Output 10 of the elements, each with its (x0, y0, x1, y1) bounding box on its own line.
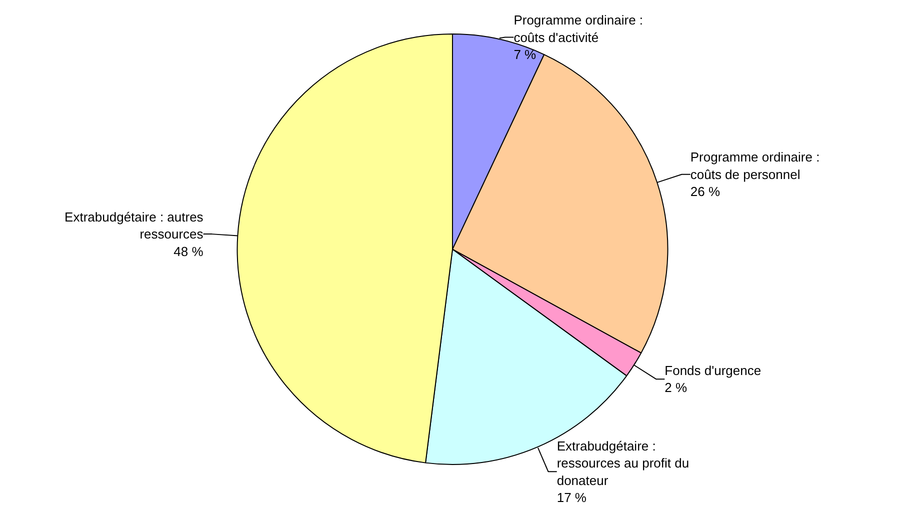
slice-label: Extrabudgétaire : ressources au profit du donateur (556, 438, 690, 488)
slice-label: Programme ordinaire : coûts de personnel (690, 150, 820, 182)
data-label: 2 % (664, 380, 688, 396)
slice-label: Fonds d'urgence (664, 362, 762, 378)
data-label: 48 % (174, 244, 204, 259)
data-label: 17 % (556, 490, 587, 506)
data-label: 26 % (690, 184, 720, 200)
slice-label: Programme ordinaire : coûts d'activité (514, 12, 644, 45)
slice-label: Extrabudgétaire : autres ressources (64, 209, 204, 242)
data-label: 7 % (514, 47, 537, 62)
